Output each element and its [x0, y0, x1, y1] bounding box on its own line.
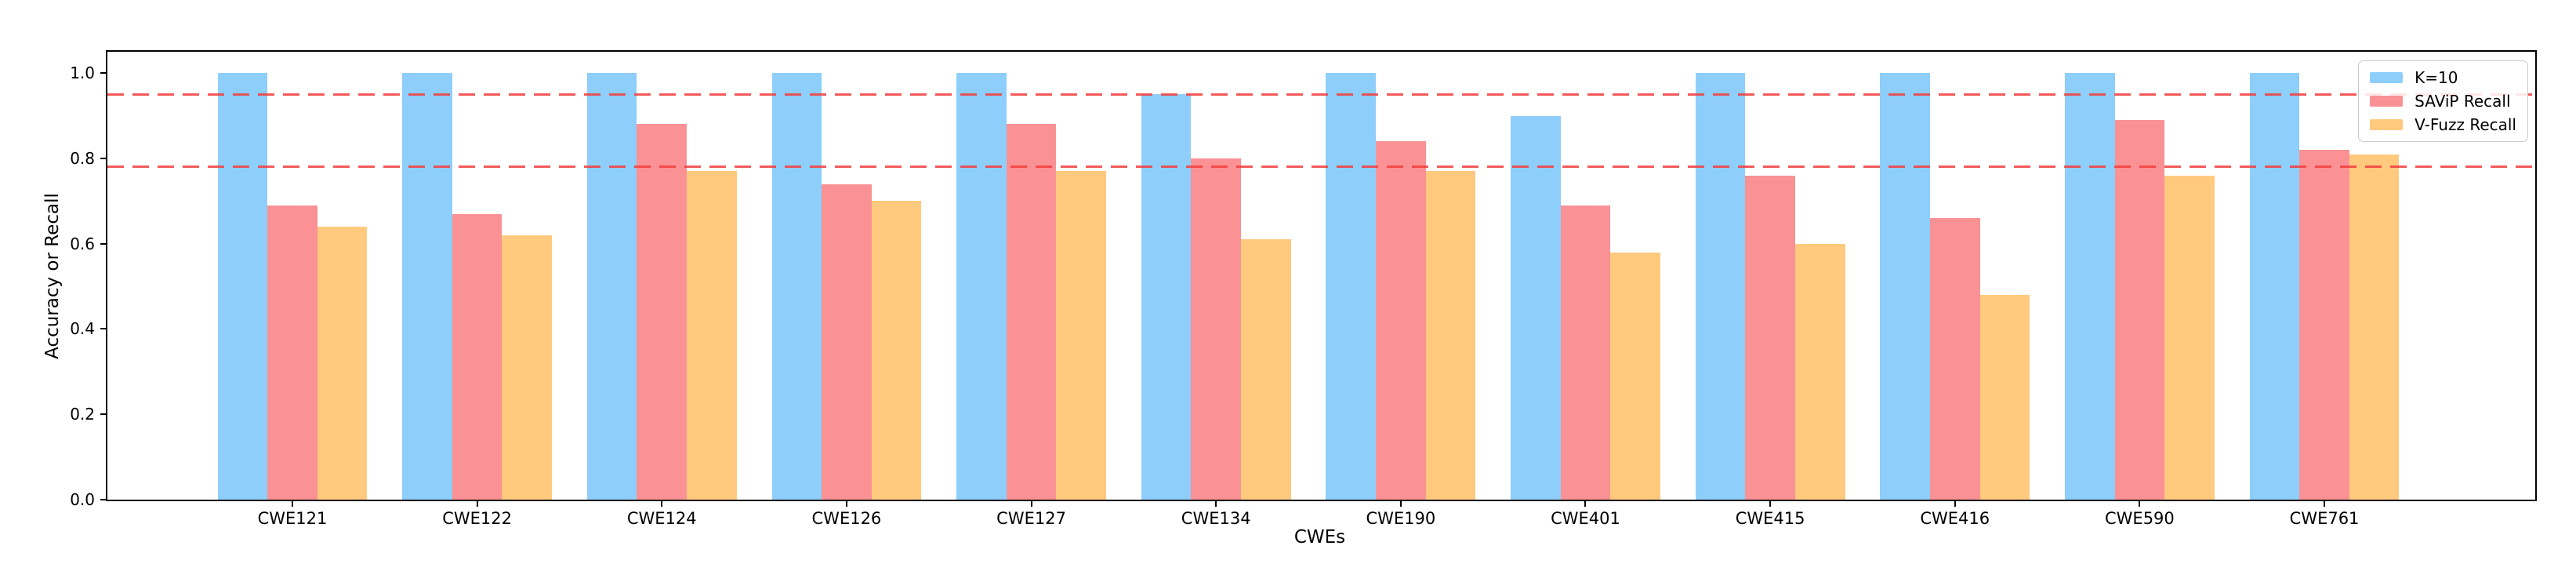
legend-swatch-icon: [2370, 72, 2404, 83]
bar-k-10-cwe134: [1141, 94, 1192, 500]
bar-savip-recall-cwe134: [1191, 158, 1241, 500]
x-tick-mark-cwe122: [476, 500, 478, 507]
bar-savip-recall-cwe761: [2299, 150, 2349, 500]
bar-savip-recall-cwe401: [1560, 205, 1611, 500]
x-tick-label: CWE416: [1920, 509, 1990, 528]
x-tick-label: CWE590: [2105, 509, 2175, 528]
y-tick-label: 1.0: [70, 64, 95, 83]
threshold-line-0-95: [107, 93, 2535, 96]
bar-savip-recall-cwe590: [2114, 120, 2165, 500]
x-tick-label: CWE415: [1735, 509, 1805, 528]
x-tick-mark-cwe121: [292, 500, 293, 507]
bar-v-fuzz-recall-cwe590: [2164, 175, 2215, 500]
y-tick-label: 0.4: [70, 319, 95, 339]
y-tick-mark-1.0: [100, 72, 107, 75]
bar-k-10-cwe124: [586, 73, 637, 500]
bar-k-10-cwe401: [1511, 115, 1561, 500]
x-tick-mark-cwe126: [845, 500, 847, 507]
bar-k-10-cwe415: [1695, 73, 1746, 500]
bar-v-fuzz-recall-cwe401: [1610, 252, 1660, 500]
x-tick-mark-cwe761: [2324, 500, 2326, 507]
threshold-line-0-78: [107, 166, 2535, 169]
x-tick-mark-cwe401: [1584, 500, 1587, 507]
x-tick-mark-cwe190: [1399, 500, 1402, 507]
bar-v-fuzz-recall-cwe122: [502, 235, 553, 500]
bar-savip-recall-cwe416: [1929, 218, 1980, 500]
x-tick-label: CWE121: [257, 509, 328, 528]
bar-savip-recall-cwe124: [637, 124, 688, 500]
y-tick-mark-0.4: [100, 328, 107, 330]
x-tick-mark-cwe124: [661, 500, 663, 507]
bar-v-fuzz-recall-cwe416: [1979, 294, 2030, 500]
bar-v-fuzz-recall-cwe127: [1056, 171, 1106, 500]
y-tick-mark-0.2: [100, 413, 107, 416]
bar-savip-recall-cwe122: [452, 213, 503, 500]
x-tick-label: CWE127: [996, 509, 1066, 528]
bar-k-10-cwe190: [1326, 73, 1377, 500]
bar-v-fuzz-recall-cwe126: [871, 201, 922, 500]
bar-k-10-cwe416: [1880, 73, 1930, 500]
bar-k-10-cwe126: [771, 73, 822, 500]
bar-k-10-cwe127: [956, 73, 1007, 500]
legend-label: V-Fuzz Recall: [2415, 115, 2516, 134]
x-tick-mark-cwe127: [1030, 500, 1032, 507]
legend-entry: V-Fuzz Recall: [2370, 116, 2516, 133]
bar-k-10-cwe761: [2249, 73, 2300, 500]
x-tick-label: CWE124: [626, 509, 697, 528]
bar-v-fuzz-recall-cwe121: [317, 226, 368, 500]
bar-k-10-cwe590: [2065, 73, 2115, 500]
y-tick-label: 0.2: [70, 405, 95, 424]
x-tick-mark-cwe590: [2139, 500, 2141, 507]
bar-savip-recall-cwe190: [1376, 141, 1426, 500]
bar-k-10-cwe121: [217, 73, 268, 500]
y-tick-mark-0.8: [100, 157, 107, 159]
y-tick-mark-0.0: [100, 499, 107, 500]
legend-label: SAViP Recall: [2415, 92, 2511, 111]
y-tick-label: 0.8: [70, 148, 95, 168]
x-tick-label: CWE122: [442, 509, 513, 528]
x-tick-label: CWE134: [1181, 509, 1251, 528]
bar-v-fuzz-recall-cwe761: [2349, 154, 2400, 500]
x-tick-mark-cwe415: [1769, 500, 1772, 507]
x-tick-label: CWE761: [2289, 509, 2360, 528]
x-tick-label: CWE190: [1366, 509, 1436, 528]
y-tick-label: 0.6: [70, 234, 95, 253]
y-tick-mark-0.6: [100, 242, 107, 245]
bar-v-fuzz-recall-cwe124: [687, 171, 737, 500]
bar-savip-recall-cwe126: [822, 184, 872, 500]
bar-savip-recall-cwe121: [267, 205, 317, 500]
legend-swatch-icon: [2370, 96, 2404, 107]
legend-entry: SAViP Recall: [2370, 93, 2516, 110]
x-axis-label: CWEs: [1293, 527, 1346, 547]
x-tick-mark-cwe416: [1954, 500, 1956, 507]
bar-savip-recall-cwe127: [1006, 124, 1057, 500]
x-tick-mark-cwe134: [1215, 500, 1217, 507]
x-tick-label: CWE401: [1551, 509, 1620, 528]
bar-v-fuzz-recall-cwe190: [1425, 171, 1476, 500]
x-tick-label: CWE126: [811, 509, 882, 528]
bar-savip-recall-cwe415: [1745, 175, 1795, 500]
plot-area: 0.0 0.2 0.4 0.6 0.8 1.0 CWE121 CWE122 CWE124 CWE1…: [70, 50, 2537, 528]
legend-swatch-icon: [2370, 119, 2404, 130]
legend-entry: K=10: [2370, 69, 2516, 86]
bar-k-10-cwe122: [402, 73, 452, 500]
bar-v-fuzz-recall-cwe134: [1241, 239, 1291, 500]
legend-label: K=10: [2415, 68, 2458, 87]
y-tick-label: 0.0: [70, 490, 95, 509]
bar-v-fuzz-recall-cwe415: [1794, 243, 1845, 500]
legend: K=10 SAViP Recall V-Fuzz Recall: [2358, 60, 2528, 142]
